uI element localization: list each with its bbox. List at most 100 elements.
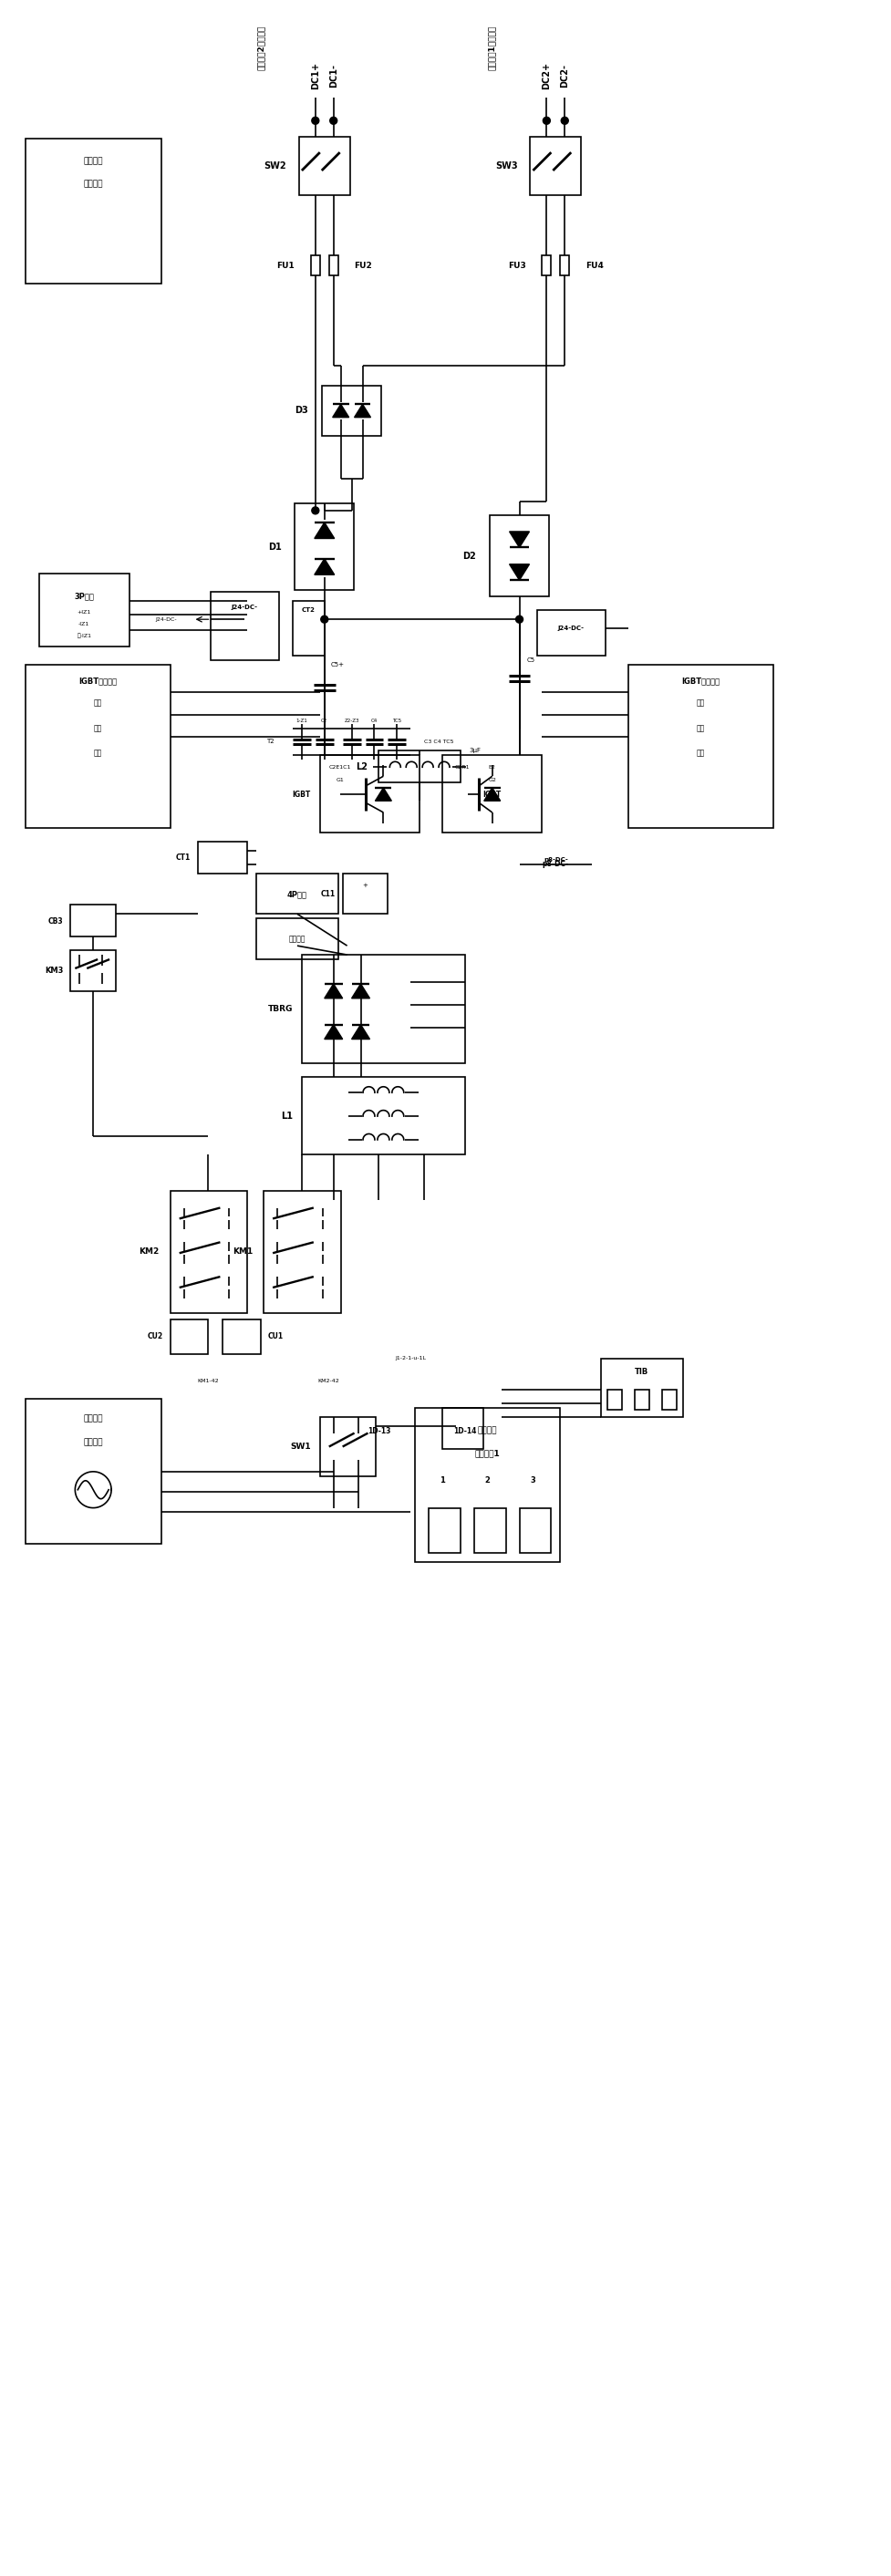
Text: 1: 1 [439, 1476, 445, 1484]
Text: SW2: SW2 [264, 162, 286, 170]
Polygon shape [354, 404, 371, 417]
Text: 4P排线: 4P排线 [287, 889, 307, 899]
Text: 外部交流: 外部交流 [478, 1427, 497, 1435]
Text: L2: L2 [356, 762, 368, 773]
Text: 驱动: 驱动 [696, 698, 704, 706]
Bar [379, 750, 460, 783]
Text: G2: G2 [487, 778, 495, 783]
Polygon shape [332, 404, 348, 417]
Bar [607, 1391, 621, 1409]
Text: +IZ1: +IZ1 [78, 611, 91, 613]
Text: 2: 2 [485, 1476, 490, 1484]
Bar [519, 1507, 551, 1553]
Text: -IZ1: -IZ1 [78, 621, 90, 626]
Text: 3: 3 [530, 1476, 535, 1484]
Text: p8-DC-: p8-DC- [543, 858, 568, 863]
Text: 至变频器2直流端子: 至变频器2直流端子 [257, 26, 265, 70]
Bar [39, 574, 129, 647]
Text: C4: C4 [371, 719, 377, 724]
Text: TBRG: TBRG [267, 1005, 292, 1012]
Bar [560, 255, 568, 276]
Text: C5: C5 [526, 657, 535, 662]
Polygon shape [324, 1025, 342, 1038]
Text: CB3: CB3 [48, 917, 63, 925]
Text: 逆变电源: 逆变电源 [84, 180, 103, 188]
Bar [295, 505, 354, 590]
Text: CT1: CT1 [176, 853, 190, 863]
Circle shape [543, 116, 550, 124]
Polygon shape [375, 788, 391, 801]
Bar [661, 1391, 675, 1409]
Bar [442, 755, 542, 832]
Polygon shape [315, 559, 334, 574]
Text: 3μF: 3μF [469, 747, 481, 755]
Text: D2: D2 [462, 551, 476, 562]
Text: 使能: 使能 [696, 724, 704, 732]
Text: 平-IZ1: 平-IZ1 [77, 634, 92, 639]
Bar [211, 592, 279, 659]
Text: FU4: FU4 [585, 263, 603, 270]
Bar [530, 137, 580, 196]
Text: DC2-: DC2- [560, 64, 568, 88]
Bar [414, 1409, 560, 1561]
Bar [634, 1391, 649, 1409]
Bar [601, 1358, 682, 1417]
Text: G1: G1 [336, 778, 344, 783]
Circle shape [312, 507, 319, 515]
Text: +: + [363, 881, 368, 889]
Text: DC1+: DC1+ [310, 62, 320, 90]
Bar [301, 1077, 464, 1154]
Bar [442, 1409, 483, 1448]
Bar [542, 255, 551, 276]
Text: KM2-42: KM2-42 [318, 1378, 339, 1383]
Text: p8-DC-: p8-DC- [542, 860, 568, 868]
Polygon shape [509, 564, 529, 580]
Bar [329, 255, 338, 276]
Text: IGBT: IGBT [482, 791, 501, 799]
Bar [197, 842, 247, 873]
Text: IGBT: IGBT [292, 791, 311, 799]
Text: CU2: CU2 [147, 1332, 163, 1340]
Bar [292, 600, 324, 654]
Text: 总线滤波: 总线滤波 [289, 935, 306, 943]
Bar [257, 920, 338, 958]
Bar [342, 873, 388, 914]
Text: J24-DC-: J24-DC- [231, 605, 257, 611]
Bar [489, 515, 548, 598]
Text: TIB: TIB [634, 1368, 648, 1376]
Text: 1D-13: 1D-13 [367, 1427, 390, 1435]
Text: CT2: CT2 [301, 608, 315, 613]
Text: C11: C11 [320, 889, 335, 899]
Text: 1D-14: 1D-14 [453, 1427, 476, 1435]
Text: DC1-: DC1- [329, 64, 338, 88]
Text: FU2: FU2 [354, 263, 372, 270]
Bar [25, 1399, 161, 1543]
Text: C2R1: C2R1 [454, 765, 470, 770]
Text: 地磁: 地磁 [94, 750, 102, 757]
Circle shape [560, 116, 568, 124]
Text: J1-2-1-u-1L: J1-2-1-u-1L [395, 1355, 426, 1360]
Text: 外部直流: 外部直流 [84, 157, 103, 165]
Bar [322, 386, 380, 435]
Text: KM1-42: KM1-42 [198, 1378, 219, 1383]
Bar [170, 1319, 208, 1355]
Text: D3: D3 [295, 407, 308, 415]
Circle shape [312, 116, 319, 124]
Text: D1: D1 [267, 541, 281, 551]
Text: C2: C2 [321, 719, 327, 724]
Text: C2E1C1: C2E1C1 [329, 765, 351, 770]
Circle shape [515, 616, 522, 623]
Text: DC2+: DC2+ [542, 62, 551, 90]
Text: 逆变电源: 逆变电源 [84, 1437, 103, 1448]
Text: 1-Z1: 1-Z1 [296, 719, 307, 724]
Circle shape [330, 116, 337, 124]
Bar [298, 137, 349, 196]
Text: T2: T2 [266, 739, 274, 744]
Text: 地磁: 地磁 [696, 750, 704, 757]
Text: E2: E2 [488, 765, 495, 770]
Text: KM2: KM2 [139, 1247, 159, 1257]
Text: L1: L1 [281, 1113, 292, 1121]
Text: 使能: 使能 [94, 724, 102, 732]
Bar [474, 1507, 505, 1553]
Text: C5+: C5+ [331, 662, 344, 667]
